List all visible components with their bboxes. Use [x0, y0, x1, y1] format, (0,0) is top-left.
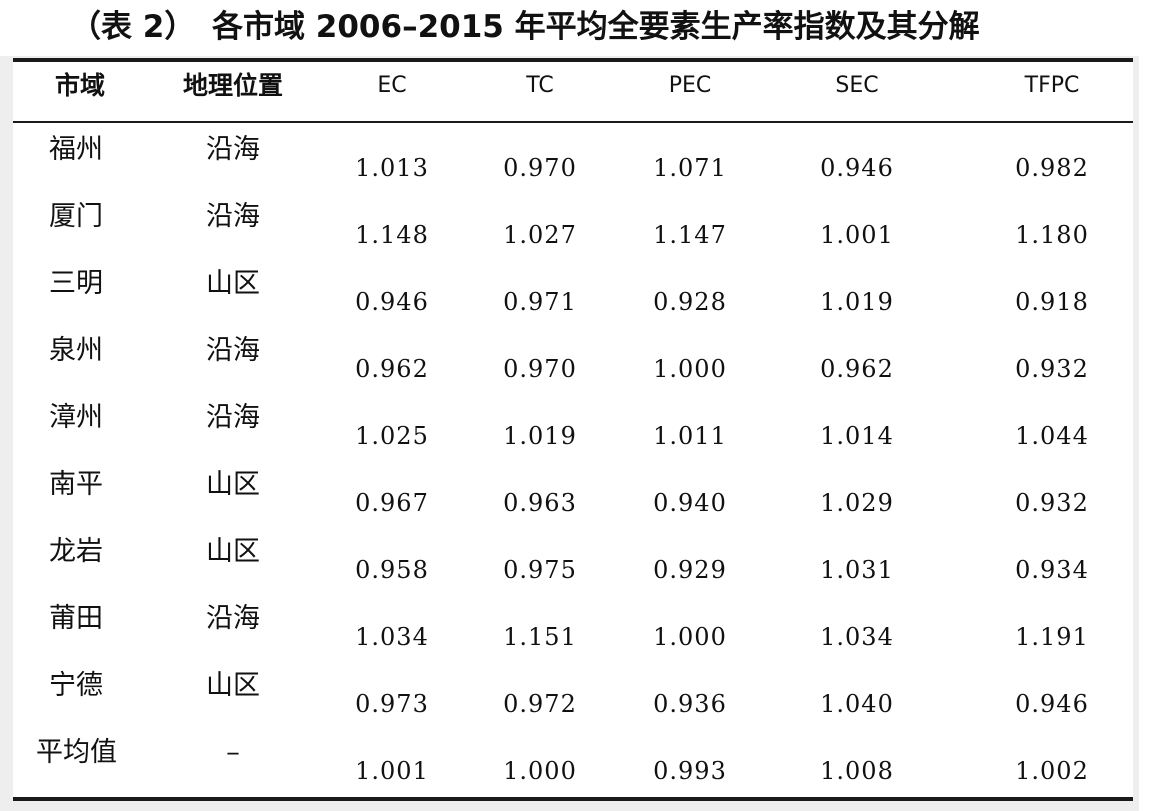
- cell-ec: 0.946: [355, 288, 429, 316]
- cell-city: 厦门: [49, 201, 103, 232]
- cell-sec: 0.946: [820, 154, 894, 182]
- cell-city: 宁德: [49, 670, 103, 701]
- cell-tfpc: 0.918: [1015, 288, 1089, 316]
- table-row: 宁德 山区 0.973 0.972 0.936 1.040 0.946: [0, 661, 1151, 728]
- cell-sec: 1.019: [820, 288, 894, 316]
- cell-location: 沿海: [206, 402, 260, 433]
- table-number: （表 2）: [70, 9, 196, 45]
- cell-ec: 0.973: [355, 690, 429, 718]
- cell-ec: 1.001: [355, 757, 429, 785]
- cell-location: 山区: [206, 536, 260, 567]
- table-row: 莆田 沿海 1.034 1.151 1.000 1.034 1.191: [0, 594, 1151, 661]
- cell-ec: 1.034: [355, 623, 429, 651]
- cell-ec: 1.013: [355, 154, 429, 182]
- cell-tc: 0.970: [503, 355, 577, 383]
- cell-city: 莆田: [49, 603, 103, 634]
- cell-tc: 0.970: [503, 154, 577, 182]
- cell-tfpc: 0.934: [1015, 556, 1089, 584]
- table-row: 三明 山区 0.946 0.971 0.928 1.019 0.918: [0, 259, 1151, 326]
- cell-ec: 1.025: [355, 422, 429, 450]
- cell-tfpc: 0.946: [1015, 690, 1089, 718]
- header-tfpc: TFPC: [1024, 73, 1080, 98]
- cell-tc: 0.963: [503, 489, 577, 517]
- header-city: 市域: [54, 71, 105, 100]
- table-row: 福州 沿海 1.013 0.970 1.071 0.946 0.982: [0, 125, 1151, 192]
- cell-tfpc: 1.002: [1015, 757, 1089, 785]
- cell-location: 沿海: [206, 603, 260, 634]
- header-sec: SEC: [835, 73, 879, 98]
- cell-tfpc: 0.932: [1015, 489, 1089, 517]
- header-tc: TC: [526, 73, 554, 98]
- cell-location: 山区: [206, 670, 260, 701]
- cell-location: 山区: [206, 469, 260, 500]
- cell-city: 平均值: [36, 737, 117, 768]
- cell-ec: 1.148: [355, 221, 429, 249]
- cell-sec: 1.031: [820, 556, 894, 584]
- cell-tc: 0.972: [503, 690, 577, 718]
- cell-ec: 0.967: [355, 489, 429, 517]
- header-pec: PEC: [668, 73, 712, 98]
- cell-pec: 0.993: [653, 757, 727, 785]
- cell-pec: 0.936: [653, 690, 727, 718]
- cell-pec: 0.928: [653, 288, 727, 316]
- table-row: 南平 山区 0.967 0.963 0.940 1.029 0.932: [0, 460, 1151, 527]
- cell-tfpc: 1.044: [1015, 422, 1089, 450]
- cell-city: 漳州: [49, 402, 103, 433]
- cell-tc: 0.971: [503, 288, 577, 316]
- cell-tfpc: 1.180: [1015, 221, 1089, 249]
- cell-pec: 1.000: [653, 355, 727, 383]
- cell-tfpc: 0.932: [1015, 355, 1089, 383]
- table-row: 漳州 沿海 1.025 1.019 1.011 1.014 1.044: [0, 393, 1151, 460]
- table-bottom-rule: [13, 797, 1133, 801]
- cell-tfpc: 1.191: [1015, 623, 1089, 651]
- table-title: 各市域 2006–2015 年平均全要素生产率指数及其分解: [212, 9, 980, 45]
- cell-location: –: [226, 737, 240, 768]
- cell-tc: 0.975: [503, 556, 577, 584]
- cell-tfpc: 0.982: [1015, 154, 1089, 182]
- cell-location: 沿海: [206, 134, 260, 165]
- cell-sec: 1.040: [820, 690, 894, 718]
- cell-sec: 1.008: [820, 757, 894, 785]
- cell-city: 福州: [49, 134, 103, 165]
- cell-location: 沿海: [206, 335, 260, 366]
- cell-sec: 1.034: [820, 623, 894, 651]
- cell-ec: 0.958: [355, 556, 429, 584]
- cell-sec: 1.029: [820, 489, 894, 517]
- table-header-background: [13, 62, 1133, 121]
- cell-location: 沿海: [206, 201, 260, 232]
- cell-sec: 1.014: [820, 422, 894, 450]
- cell-tc: 1.000: [503, 757, 577, 785]
- table-caption: （表 2） 各市域 2006–2015 年平均全要素生产率指数及其分解: [0, 0, 1151, 56]
- table-row: 泉州 沿海 0.962 0.970 1.000 0.962 0.932: [0, 326, 1151, 393]
- cell-tc: 1.019: [503, 422, 577, 450]
- header-ec: EC: [377, 73, 407, 98]
- cell-tc: 1.027: [503, 221, 577, 249]
- cell-pec: 1.000: [653, 623, 727, 651]
- cell-city: 泉州: [49, 335, 103, 366]
- table-top-rule: [13, 58, 1133, 62]
- table-row: 厦门 沿海 1.148 1.027 1.147 1.001 1.180: [0, 192, 1151, 259]
- table-row: 平均值 – 1.001 1.000 0.993 1.008 1.002: [0, 728, 1151, 795]
- header-location: 地理位置: [182, 71, 283, 100]
- cell-location: 山区: [206, 268, 260, 299]
- table-row: 龙岩 山区 0.958 0.975 0.929 1.031 0.934: [0, 527, 1151, 594]
- table-body-background: [13, 123, 1133, 797]
- cell-city: 龙岩: [49, 536, 103, 567]
- cell-city: 三明: [49, 268, 103, 299]
- table-header-rule: [13, 121, 1133, 123]
- cell-pec: 0.929: [653, 556, 727, 584]
- cell-pec: 1.011: [653, 422, 727, 450]
- cell-pec: 1.147: [653, 221, 727, 249]
- cell-city: 南平: [49, 469, 103, 500]
- cell-sec: 1.001: [820, 221, 894, 249]
- cell-pec: 1.071: [653, 154, 727, 182]
- cell-ec: 0.962: [355, 355, 429, 383]
- cell-tc: 1.151: [503, 623, 577, 651]
- cell-sec: 0.962: [820, 355, 894, 383]
- cell-pec: 0.940: [653, 489, 727, 517]
